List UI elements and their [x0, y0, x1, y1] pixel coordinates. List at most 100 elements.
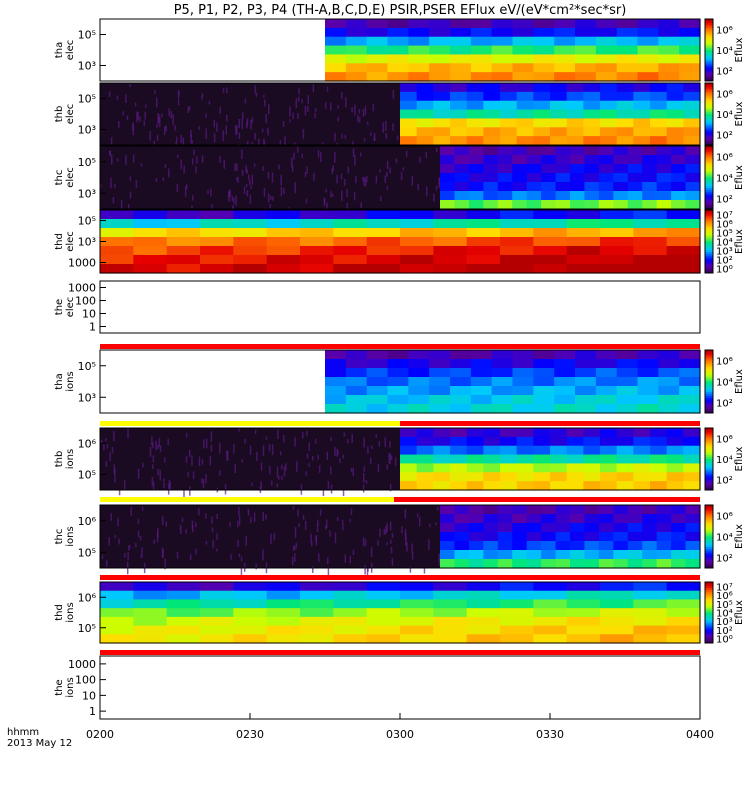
panel-tha-elec-cell: [388, 37, 409, 46]
panel-thc-ions-noise: [190, 554, 192, 560]
panel-thb-ions-noise: [389, 461, 391, 464]
panel-thd-elec-cell: [233, 228, 267, 238]
panel-thb-elec-cell: [483, 127, 500, 136]
panel-thb-elec-cell: [633, 92, 650, 101]
panel-thb-elec-cell: [450, 101, 467, 110]
panel-thc-ions-noise: [195, 522, 197, 527]
panel-tha-ions-cell: [638, 368, 659, 378]
panel-tha-elec-cell: [679, 37, 700, 46]
panel-thb-ions-noise: [186, 433, 188, 437]
panel-thb-elec-cell: [450, 127, 467, 136]
panel-thc-elec-noise: [331, 168, 333, 174]
panel-thb-elec-noise: [157, 135, 159, 141]
panel-thc-ions-cell: [483, 532, 498, 542]
panel-tha-elec-cell: [554, 72, 575, 81]
panels-group: tha elec10⁵10³10⁶10⁴10²Efluxthb elec10⁵10³…: [54, 19, 745, 719]
panel-thb-ions-cell: [517, 437, 534, 446]
panel-thb-elec-cell: [567, 92, 584, 101]
panel-thc-elec-noise: [228, 191, 230, 198]
panel-tha-elec-cell: [388, 54, 409, 63]
panel-thc-elec-noise: [207, 190, 209, 194]
panel-thb-ions-cell: [650, 481, 667, 490]
panel-thb-ions-noise: [127, 428, 128, 438]
panel-thc-elec-background: [100, 146, 440, 209]
panel-thc-elec-noise: [121, 200, 123, 210]
panel-thc-ions-noise: [327, 557, 329, 564]
panel-thc-ions-cell: [527, 523, 542, 533]
panel-thb-elec-cell: [400, 136, 417, 145]
panel-thd-ions-cell: [400, 617, 434, 626]
panel-thd-elec-cell: [267, 246, 301, 256]
panel-thb-elec-cell: [517, 127, 534, 136]
panel-tha-ions-cell: [617, 359, 638, 369]
panel-thb-elec-cell: [467, 110, 484, 119]
panel-thc-ions-noise: [212, 540, 214, 549]
panel-thc-elec-cell: [483, 191, 498, 201]
panel-thb-ions-cell: [400, 446, 417, 455]
panel-thc-ions-noise: [318, 553, 320, 562]
panel-thd-ions-cell: [567, 634, 601, 643]
panel-thc-ions-noise: [350, 519, 352, 522]
panel-thc-elec-cell: [599, 146, 614, 156]
panel-tha-ions-cell: [367, 359, 388, 369]
panel-thc-elec-cell: [454, 155, 469, 165]
panel-thb-ions-cell: [467, 446, 484, 455]
panel-thc-ions-noise: [312, 566, 314, 573]
panel-thb-ions-noise: [113, 431, 115, 441]
panel-thc-elec-noise: [313, 173, 315, 181]
panel-thb-ions-cell: [683, 463, 700, 472]
panel-thb-elec-cell: [400, 118, 417, 127]
panel-thb-elec-cell: [533, 101, 550, 110]
panel-thd-ions-cell: [600, 608, 634, 617]
panel-thb-elec-cell: [433, 101, 450, 110]
panel-thc-elec-cell: [556, 155, 571, 165]
panel-thb-ions-cell: [533, 463, 550, 472]
panel-tha-ions-cell: [575, 386, 596, 396]
panel-thc-ions-noise: [192, 521, 194, 529]
panel-thd-ions-cell: [400, 591, 434, 600]
panel-thb-elec-noise: [359, 109, 361, 113]
panel-thb-ions-noise: [327, 452, 329, 460]
panel-tha-ions-cell: [408, 386, 429, 396]
panel-thb-ions-colorbar-label: Eflux: [734, 446, 745, 471]
panel-tha-ions-cell: [367, 395, 388, 405]
panel-thc-elec-noise: [360, 152, 362, 156]
panel-thd-ions-cell: [533, 591, 567, 600]
panel-tha-ions-cell: [638, 404, 659, 414]
panel-thb-elec-cell: [500, 110, 517, 119]
panel-thc-elec-noise: [344, 179, 346, 186]
panel-thd-elec-cell: [133, 228, 167, 238]
panel-thc-ions-cell: [512, 523, 527, 533]
panel-thc-ions-cell: [556, 559, 571, 569]
panel-tha-elec-cell: [679, 19, 700, 28]
panel-tha-ions-cell: [367, 404, 388, 414]
panel-thd-elec-ylabel-1: elec: [65, 231, 76, 252]
panel-thb-ions-cell: [633, 428, 650, 437]
panel-thd-ions-quality-segment: [100, 650, 700, 655]
panel-thb-elec-cell: [617, 127, 634, 136]
panel-tha-ions-cell: [596, 395, 617, 405]
panel-thc-elec-cell: [469, 182, 484, 192]
panel-tha-elec-cell: [658, 19, 679, 28]
panel-thc-elec-cell: [469, 146, 484, 156]
panel-thb-elec-noise: [178, 91, 180, 95]
panel-thb-elec-ytick: 10³: [78, 124, 96, 137]
panel-thd-elec-cell: [433, 264, 467, 274]
panel-tha-ions-cell: [554, 377, 575, 387]
panel-tha-elec-cell: [346, 28, 367, 37]
panel-tha-elec-cell: [388, 63, 409, 72]
panel-tha-ions-ylabel-0: tha: [54, 373, 65, 389]
panel-thd-ions-cell: [433, 608, 467, 617]
panel-the-ions-ytick: 100: [75, 674, 96, 687]
panel-thb-elec-noise: [373, 137, 375, 141]
panel-thd-ions-cell: [167, 626, 201, 635]
panel-thb-elec: thb elec10⁵10³10⁶10⁴10²Eflux: [54, 83, 745, 154]
panel-thc-ions-cell: [512, 559, 527, 569]
panel-thc-ions-cell: [642, 523, 657, 533]
x-tick-label: 0330: [536, 728, 564, 741]
panel-thb-ions-noise: [150, 447, 152, 457]
panel-thc-ions-cell: [469, 550, 484, 560]
panel-thd-ions-cell: [167, 591, 201, 600]
panel-tha-ions-cell: [596, 368, 617, 378]
panel-thc-elec-colorbar-tick: 10²: [716, 195, 733, 206]
